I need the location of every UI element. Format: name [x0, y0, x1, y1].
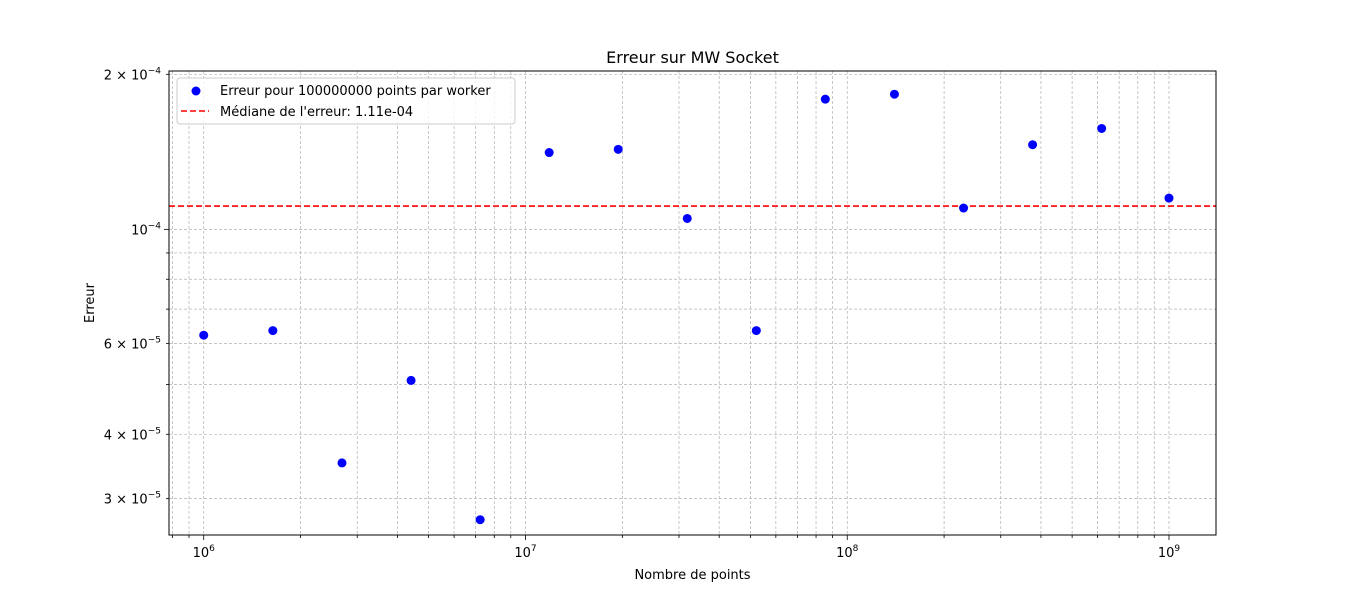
ticks: 106 107 108 109 2 × 10−4 10−4 6 × 10−5 4 × 10−5… — [104, 66, 1181, 561]
data-point — [682, 213, 692, 223]
data-point — [1097, 123, 1107, 133]
x-tick-label: 109 — [1158, 544, 1181, 561]
data-point — [475, 515, 485, 525]
data-point — [889, 89, 899, 99]
data-point — [959, 203, 969, 213]
legend-label-median: Médiane de l'erreur: 1.11e-04 — [220, 105, 413, 120]
data-point — [544, 148, 554, 158]
y-axis-label: Erreur — [83, 282, 98, 323]
data-point — [406, 375, 416, 385]
y-tick-label: 2 × 10−4 — [104, 66, 162, 83]
data-point — [1028, 140, 1038, 150]
x-tick-label: 106 — [193, 544, 216, 561]
data-point — [337, 458, 347, 468]
data-point — [199, 330, 209, 340]
points-layer — [199, 89, 1174, 525]
legend: Erreur pour 100000000 points par worker … — [176, 77, 516, 125]
y-tick-label: 3 × 10−5 — [104, 491, 161, 508]
data-point — [751, 326, 761, 336]
x-tick-label: 108 — [836, 544, 859, 561]
data-point — [1164, 193, 1174, 203]
plot-frame — [168, 70, 1217, 536]
chart-title: Erreur sur MW Socket — [606, 48, 779, 67]
data-point — [820, 94, 830, 104]
data-point — [613, 144, 623, 154]
data-point — [268, 326, 278, 336]
legend-marker-points — [191, 86, 201, 96]
grid — [169, 71, 1216, 535]
legend-box — [176, 77, 516, 125]
x-tick-label: 107 — [514, 544, 536, 561]
legend-label-points: Erreur pour 100000000 points par worker — [220, 84, 491, 99]
y-tick-label: 10−4 — [131, 221, 161, 238]
x-axis-label: Nombre de points — [634, 568, 750, 583]
y-tick-label: 4 × 10−5 — [104, 426, 161, 443]
y-tick-label: 6 × 10−5 — [104, 336, 161, 353]
